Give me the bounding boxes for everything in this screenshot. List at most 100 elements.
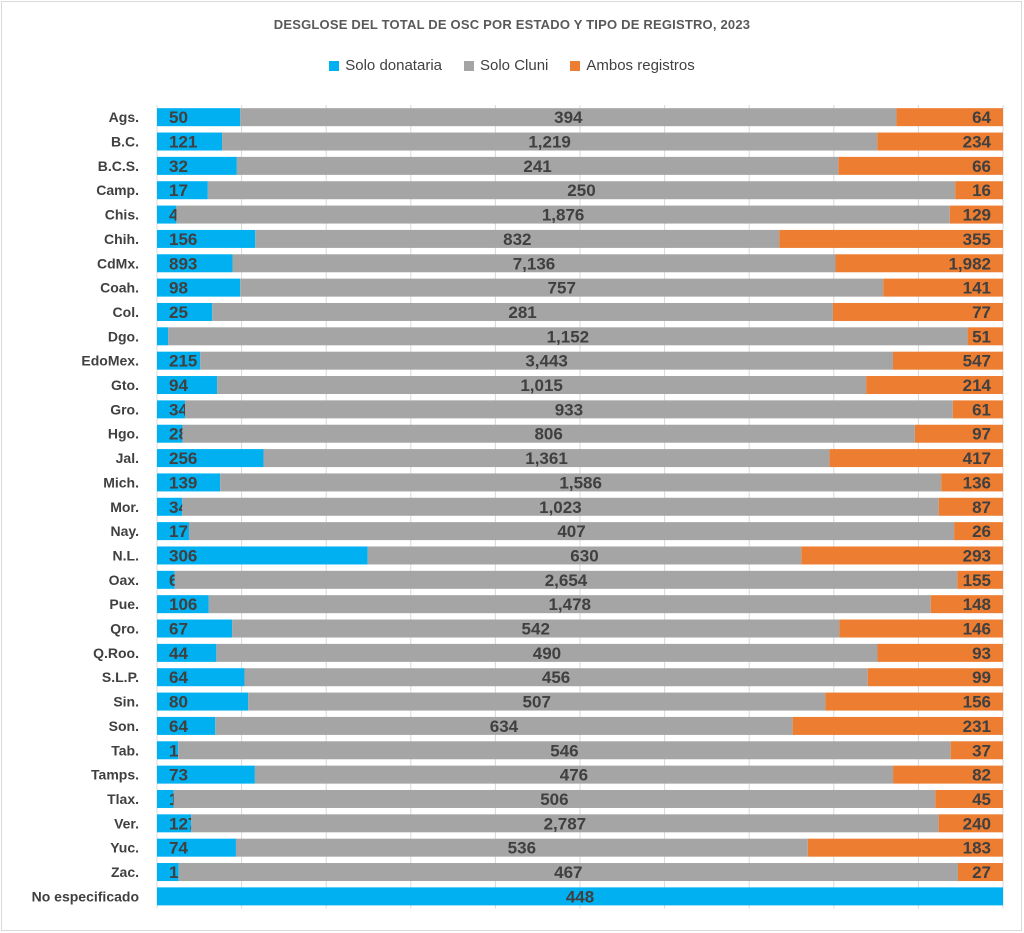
data-label: 2,787 <box>544 814 587 833</box>
bar-ambos-registros <box>967 327 1003 346</box>
category-label: Son. <box>109 718 139 734</box>
bar-ambos-registros <box>941 473 1003 492</box>
bar-ambos-registros <box>950 741 1003 760</box>
bar-solo-cluni <box>182 424 915 443</box>
bar-solo-donataria <box>157 351 201 370</box>
bar-solo-donataria <box>157 814 192 833</box>
data-label: 136 <box>963 473 991 492</box>
bar-solo-donataria <box>157 108 241 127</box>
data-label: 64 <box>972 108 991 127</box>
category-label: Qro. <box>110 621 139 637</box>
category-label: Tlax. <box>107 791 139 807</box>
bar-solo-donataria <box>157 302 213 321</box>
bar-solo-cluni <box>236 156 839 175</box>
bar-ambos-registros <box>792 716 1003 735</box>
category-label: Ags. <box>109 109 139 125</box>
data-label: 1,361 <box>525 449 568 468</box>
category-label: Gro. <box>110 401 139 417</box>
data-label: 17 <box>169 181 188 200</box>
data-label: 394 <box>554 108 583 127</box>
bar-ambos-registros <box>892 351 1003 370</box>
bar-solo-donataria <box>157 643 217 662</box>
bar-ambos-registros <box>893 765 1003 784</box>
bar-ambos-registros <box>957 570 1003 589</box>
category-label: Dgo. <box>108 328 139 344</box>
bar-solo-donataria <box>157 254 233 273</box>
data-label: 148 <box>963 595 991 614</box>
category-label: CdMx. <box>97 255 139 271</box>
category-label: Mich. <box>103 474 139 490</box>
data-label: 490 <box>533 644 561 663</box>
data-label: 1,478 <box>548 595 591 614</box>
bar-solo-donataria <box>157 887 1003 906</box>
data-label: 94 <box>169 376 188 395</box>
data-label: 542 <box>522 620 550 639</box>
data-label: 355 <box>963 230 991 249</box>
legend-label-solo-donataria: Solo donataria <box>345 57 442 74</box>
data-label: 234 <box>963 133 992 152</box>
bar-ambos-registros <box>866 376 1003 395</box>
data-label: 80 <box>169 693 188 712</box>
bar-ambos-registros <box>938 814 1003 833</box>
bar-solo-donataria <box>157 838 236 857</box>
category-label: B.C. <box>111 134 139 150</box>
legend: Solo donataria Solo Cluni Ambos registro… <box>0 57 1024 74</box>
data-label: 50 <box>169 108 188 127</box>
data-label: 77 <box>972 303 991 322</box>
legend-item-solo-donataria: Solo donataria <box>329 57 442 74</box>
category-label: Tamps. <box>91 767 139 783</box>
bar-solo-cluni <box>263 449 830 468</box>
data-label: 82 <box>972 766 991 785</box>
bar-solo-donataria <box>157 449 264 468</box>
data-label: 146 <box>963 620 991 639</box>
bar-solo-cluni <box>168 327 968 346</box>
data-label: 467 <box>554 863 582 882</box>
category-label: Gto. <box>111 377 139 393</box>
bar-ambos-registros <box>807 838 1003 857</box>
data-label: 93 <box>972 644 991 663</box>
data-label: 281 <box>508 303 536 322</box>
category-label: Q.Roo. <box>93 645 139 661</box>
data-label: 1,023 <box>539 498 582 517</box>
category-label: Oax. <box>109 572 139 588</box>
data-label: 456 <box>542 668 570 687</box>
category-label: EdoMex. <box>81 353 139 369</box>
data-label: 630 <box>570 546 598 565</box>
bar-solo-cluni <box>254 765 894 784</box>
data-label: 1,982 <box>948 254 991 273</box>
bar-solo-cluni <box>222 132 878 151</box>
bar-solo-donataria <box>157 132 223 151</box>
bar-solo-cluni <box>174 570 958 589</box>
data-label: 1,876 <box>542 206 585 225</box>
bar-ambos-registros <box>930 595 1003 614</box>
bar-solo-cluni <box>216 643 878 662</box>
data-label: 44 <box>169 644 188 663</box>
bar-solo-cluni <box>200 351 893 370</box>
bar-ambos-registros <box>779 229 1003 248</box>
data-label: 99 <box>972 668 991 687</box>
data-label: 37 <box>972 741 991 760</box>
bar-ambos-registros <box>832 302 1003 321</box>
bar-solo-donataria <box>157 595 209 614</box>
bar-solo-cluni <box>178 863 958 882</box>
data-label: 1,586 <box>559 473 602 492</box>
bar-ambos-registros <box>952 400 1003 419</box>
bar-solo-donataria <box>157 400 185 419</box>
bar-solo-cluni <box>207 181 956 200</box>
category-label: Nay. <box>110 523 139 539</box>
bar-solo-donataria <box>157 668 245 687</box>
bar-solo-cluni <box>215 716 793 735</box>
bar-solo-cluni <box>255 229 780 248</box>
bar-solo-donataria <box>157 205 177 224</box>
data-label: 547 <box>963 352 991 371</box>
category-label: S.L.P. <box>102 669 139 685</box>
data-label: 1,219 <box>528 133 571 152</box>
data-label: 240 <box>963 814 991 833</box>
bar-solo-donataria <box>157 522 189 541</box>
bar-solo-donataria <box>157 376 218 395</box>
bar-solo-donataria <box>157 765 255 784</box>
data-label: 45 <box>972 790 991 809</box>
data-label: 183 <box>963 839 991 858</box>
bar-ambos-registros <box>883 278 1003 297</box>
data-label: 156 <box>963 693 991 712</box>
